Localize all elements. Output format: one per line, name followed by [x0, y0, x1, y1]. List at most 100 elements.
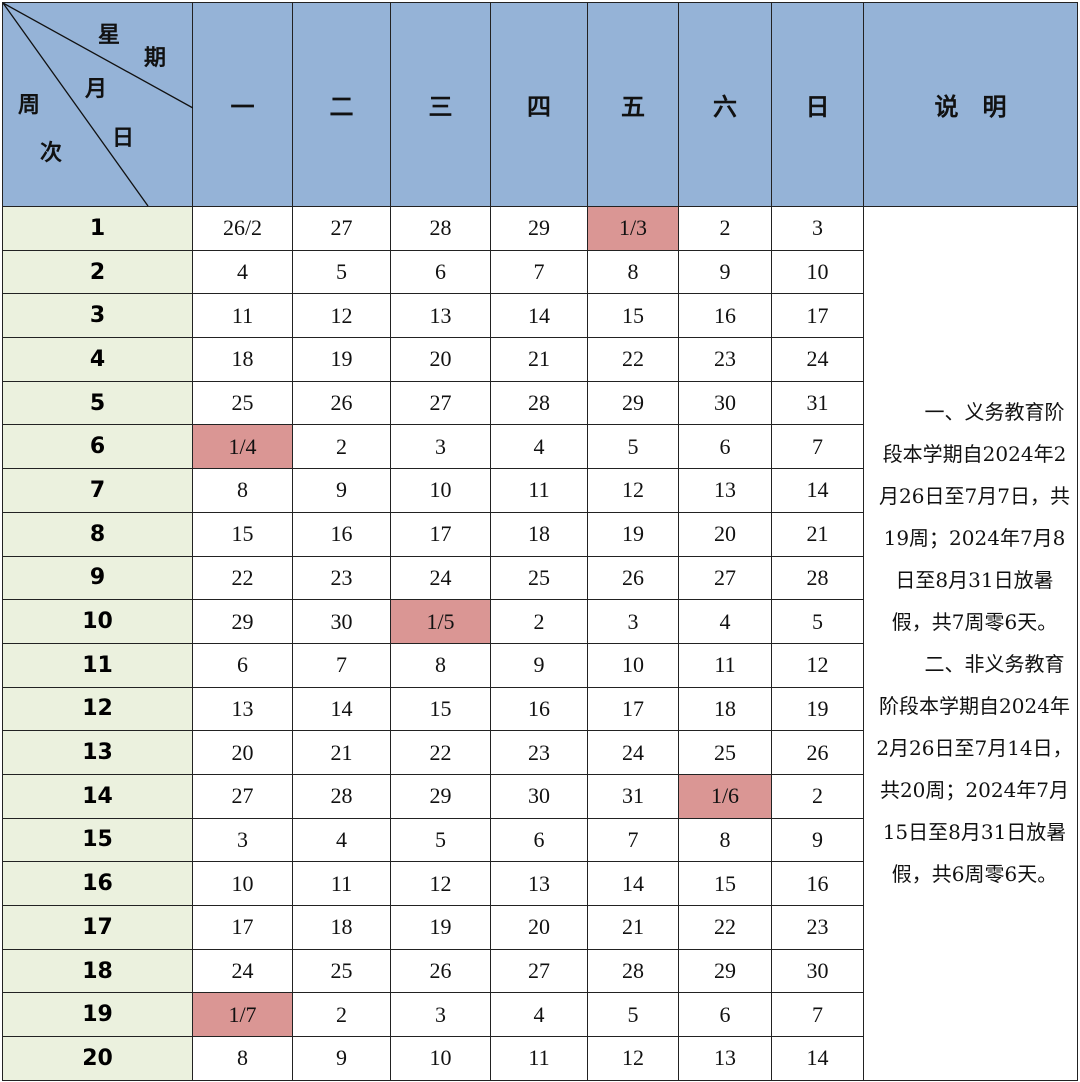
date-cell: 8: [587, 249, 679, 295]
date-cell: 21: [490, 337, 588, 382]
day-header: 一: [192, 2, 293, 207]
date-cell: 16: [678, 293, 772, 339]
week-number: 2: [2, 249, 193, 295]
date-cell: 28: [490, 380, 588, 426]
day-header: 五: [587, 2, 679, 207]
date-cell: 11: [678, 642, 772, 688]
date-cell: 29: [587, 380, 679, 426]
date-cell: 24: [587, 730, 679, 775]
week-row: 18 24 25 26 27 28 29 30: [2, 948, 1078, 994]
date-cell: 28: [292, 773, 391, 819]
date-cell: 4: [678, 599, 772, 644]
week-row: 7 8 9 10 11 12 13 14: [2, 468, 1078, 513]
date-cell: 22: [587, 337, 679, 382]
date-cell: 25: [292, 948, 391, 994]
date-cell: 12: [390, 861, 491, 906]
date-cell: 9: [771, 817, 864, 863]
week-number: 15: [2, 817, 193, 863]
week-row: 13 20 21 22 23 24 25 26: [2, 730, 1078, 775]
day-header: 四: [490, 2, 588, 207]
date-cell: 8: [390, 642, 491, 688]
week-row: 10 29 30 1/5 2 3 4 5: [2, 599, 1078, 644]
date-cell: 21: [587, 905, 679, 950]
date-cell: 12: [771, 642, 864, 688]
corner-label: 次: [40, 141, 63, 166]
week-row: 6 1/4 2 3 4 5 6 7: [2, 424, 1078, 470]
date-cell: 17: [771, 293, 864, 339]
date-cell: 6: [678, 424, 772, 470]
week-number: 17: [2, 905, 193, 950]
date-cell: 15: [587, 293, 679, 339]
date-cell: 27: [390, 380, 491, 426]
date-cell: 21: [771, 511, 864, 557]
date-cell: 31: [771, 380, 864, 426]
week-row: 17 17 18 19 20 21 22 23: [2, 905, 1078, 950]
week-number: 16: [2, 861, 193, 906]
week-number: 18: [2, 948, 193, 994]
date-cell: 26/2: [192, 206, 293, 251]
week-number: 20: [2, 1036, 193, 1081]
date-cell: 30: [292, 599, 391, 644]
date-cell: 15: [192, 511, 293, 557]
week-row: 2 4 5 6 7 8 9 10: [2, 249, 1078, 295]
week-row: 5 25 26 27 28 29 30 31: [2, 380, 1078, 426]
week-row: 3 11 12 13 14 15 16 17: [2, 293, 1078, 339]
date-cell: 24: [192, 948, 293, 994]
date-cell: 5: [587, 992, 679, 1038]
date-cell: 3: [390, 992, 491, 1038]
date-cell: 24: [771, 337, 864, 382]
date-cell: 19: [771, 686, 864, 732]
date-cell: 14: [587, 861, 679, 906]
date-cell: 2: [292, 992, 391, 1038]
date-cell: 14: [771, 1036, 864, 1081]
week-row: 8 15 16 17 18 19 20 21: [2, 511, 1078, 557]
week-row: 16 10 11 12 13 14 15 16: [2, 861, 1078, 906]
date-cell: 11: [192, 293, 293, 339]
date-cell: 7: [587, 817, 679, 863]
date-cell: 5: [390, 817, 491, 863]
date-cell: 30: [771, 948, 864, 994]
corner-header: 星 期 月 日 周 次: [2, 2, 193, 207]
date-cell: 6: [490, 817, 588, 863]
date-cell: 16: [771, 861, 864, 906]
week-number: 10: [2, 599, 193, 644]
date-cell: 25: [678, 730, 772, 775]
date-cell: 13: [390, 293, 491, 339]
date-cell: 8: [192, 1036, 293, 1081]
month-start-date-cell: 1/3: [587, 206, 679, 251]
date-cell: 29: [390, 773, 491, 819]
date-cell: 2: [771, 773, 864, 819]
week-number: 14: [2, 773, 193, 819]
date-cell: 25: [490, 555, 588, 601]
date-cell: 30: [678, 380, 772, 426]
date-cell: 2: [292, 424, 391, 470]
date-cell: 12: [587, 1036, 679, 1081]
date-cell: 14: [771, 468, 864, 513]
date-cell: 30: [490, 773, 588, 819]
week-number: 5: [2, 380, 193, 426]
corner-label: 周: [18, 93, 41, 118]
date-cell: 19: [587, 511, 679, 557]
date-cell: 27: [490, 948, 588, 994]
date-cell: 8: [192, 468, 293, 513]
date-cell: 18: [292, 905, 391, 950]
week-number: 6: [2, 424, 193, 470]
corner-label: 月: [85, 77, 108, 102]
date-cell: 13: [678, 1036, 772, 1081]
date-cell: 20: [678, 511, 772, 557]
day-header: 三: [390, 2, 491, 207]
date-cell: 27: [192, 773, 293, 819]
date-cell: 29: [678, 948, 772, 994]
date-cell: 18: [192, 337, 293, 382]
notes-cell: 一、义务教育阶段本学期自2024年2月26日至7月7日，共19周；2024年7月…: [863, 206, 1078, 1081]
corner-label: 期: [144, 46, 167, 71]
date-cell: 7: [771, 424, 864, 470]
date-cell: 6: [192, 642, 293, 688]
corner-label: 日: [112, 126, 135, 151]
week-row: 12 13 14 15 16 17 18 19: [2, 686, 1078, 732]
date-cell: 6: [678, 992, 772, 1038]
date-cell: 22: [192, 555, 293, 601]
notes-header: 说 明: [863, 2, 1078, 207]
date-cell: 10: [192, 861, 293, 906]
